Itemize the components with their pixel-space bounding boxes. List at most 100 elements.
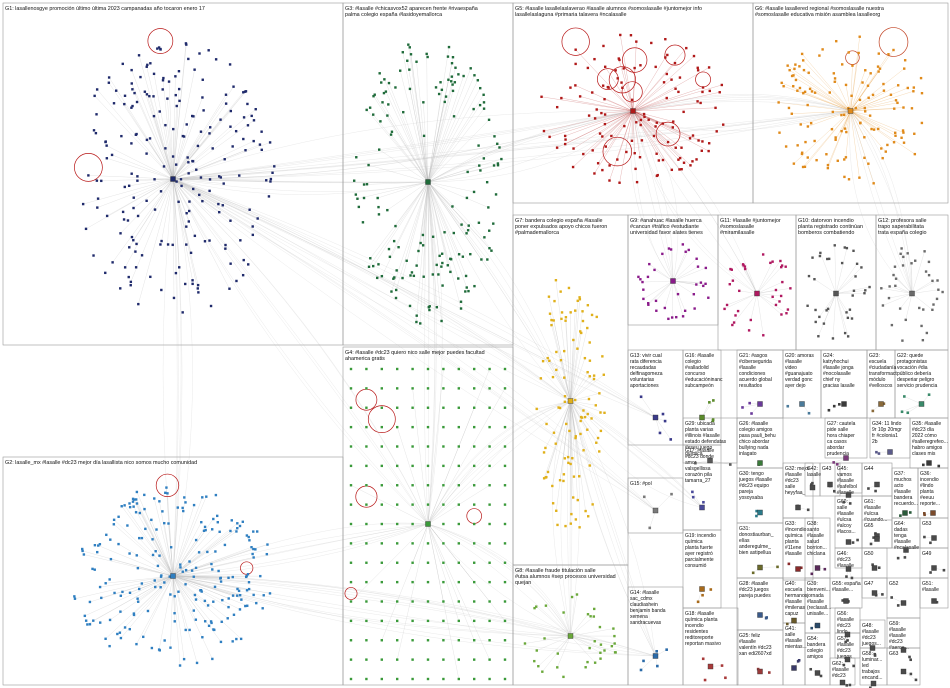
node bbox=[596, 436, 600, 440]
edge bbox=[543, 110, 634, 132]
group-label-g29: G29: ubicada planta varias #illinois #lasa… bbox=[685, 421, 727, 457]
node bbox=[381, 101, 384, 104]
node bbox=[699, 281, 703, 284]
edge bbox=[153, 73, 174, 180]
edge bbox=[161, 178, 174, 242]
hub-node bbox=[869, 645, 876, 651]
node bbox=[179, 566, 182, 569]
node bbox=[135, 498, 138, 501]
node bbox=[119, 610, 122, 613]
node bbox=[154, 585, 157, 589]
node bbox=[927, 260, 931, 264]
edge bbox=[632, 87, 704, 112]
node bbox=[173, 595, 176, 598]
node bbox=[570, 512, 573, 516]
inter-group-edge bbox=[427, 523, 571, 637]
node bbox=[156, 564, 160, 568]
edge bbox=[556, 400, 571, 511]
node bbox=[503, 619, 507, 623]
edge bbox=[416, 61, 429, 183]
node bbox=[503, 387, 507, 390]
node bbox=[563, 376, 566, 379]
node bbox=[239, 637, 243, 641]
node bbox=[722, 123, 725, 126]
node bbox=[201, 496, 204, 499]
edge bbox=[96, 178, 174, 181]
node bbox=[558, 479, 562, 482]
group-label-g11: G11: #lasalle #juntomejor #somoslasalle #m… bbox=[720, 218, 781, 236]
node bbox=[587, 515, 590, 518]
node bbox=[452, 231, 456, 235]
inter-group-edge bbox=[172, 523, 429, 577]
node bbox=[159, 190, 163, 193]
node bbox=[192, 115, 195, 118]
node bbox=[208, 178, 212, 181]
group-panel-g43 bbox=[819, 462, 841, 497]
edge bbox=[835, 248, 848, 294]
edge bbox=[835, 290, 866, 294]
node bbox=[906, 411, 910, 415]
edge bbox=[819, 293, 837, 317]
inter-group-edge bbox=[172, 178, 429, 525]
node bbox=[494, 193, 498, 196]
edge bbox=[599, 110, 634, 134]
hub-node bbox=[845, 566, 852, 572]
node bbox=[567, 286, 571, 290]
node bbox=[229, 125, 232, 128]
node bbox=[389, 133, 393, 136]
edge bbox=[147, 575, 174, 612]
edge bbox=[604, 110, 634, 125]
node bbox=[655, 152, 658, 155]
node bbox=[808, 87, 812, 91]
node bbox=[164, 147, 167, 150]
edge bbox=[427, 181, 462, 309]
inter-group-edge bbox=[427, 181, 436, 525]
node bbox=[688, 137, 692, 140]
node bbox=[228, 63, 232, 66]
node bbox=[806, 156, 809, 159]
hub-node bbox=[844, 656, 851, 663]
node bbox=[678, 156, 682, 160]
node bbox=[880, 147, 883, 150]
node bbox=[876, 65, 880, 68]
node bbox=[779, 259, 782, 263]
node bbox=[244, 604, 247, 608]
node bbox=[813, 139, 816, 143]
edge bbox=[648, 280, 674, 304]
node bbox=[550, 318, 553, 322]
edge bbox=[632, 88, 676, 112]
edge bbox=[170, 575, 174, 648]
node bbox=[442, 445, 445, 448]
edge bbox=[427, 75, 464, 183]
edge bbox=[420, 181, 429, 324]
node bbox=[121, 590, 124, 594]
node bbox=[678, 168, 681, 171]
group-label-g43: G43 bbox=[822, 466, 832, 472]
node bbox=[793, 67, 796, 71]
node bbox=[603, 113, 607, 116]
edge bbox=[570, 616, 594, 637]
node bbox=[541, 670, 544, 673]
node bbox=[622, 67, 625, 70]
hub-node bbox=[425, 179, 431, 185]
hub-node bbox=[833, 290, 839, 297]
node bbox=[906, 86, 909, 90]
edge bbox=[112, 178, 174, 263]
node bbox=[446, 264, 449, 267]
inter-group-edge bbox=[850, 110, 913, 294]
node bbox=[701, 86, 705, 89]
node bbox=[539, 377, 543, 380]
node bbox=[184, 568, 188, 572]
node bbox=[815, 158, 818, 162]
node bbox=[473, 600, 476, 603]
inter-group-edge bbox=[427, 400, 571, 525]
node bbox=[908, 655, 911, 659]
node bbox=[469, 67, 472, 70]
hub-node bbox=[814, 622, 821, 629]
edge bbox=[832, 293, 837, 339]
inter-group-edge bbox=[427, 110, 634, 183]
node bbox=[902, 131, 905, 134]
node bbox=[355, 156, 358, 159]
node bbox=[203, 525, 207, 529]
node bbox=[680, 146, 683, 149]
